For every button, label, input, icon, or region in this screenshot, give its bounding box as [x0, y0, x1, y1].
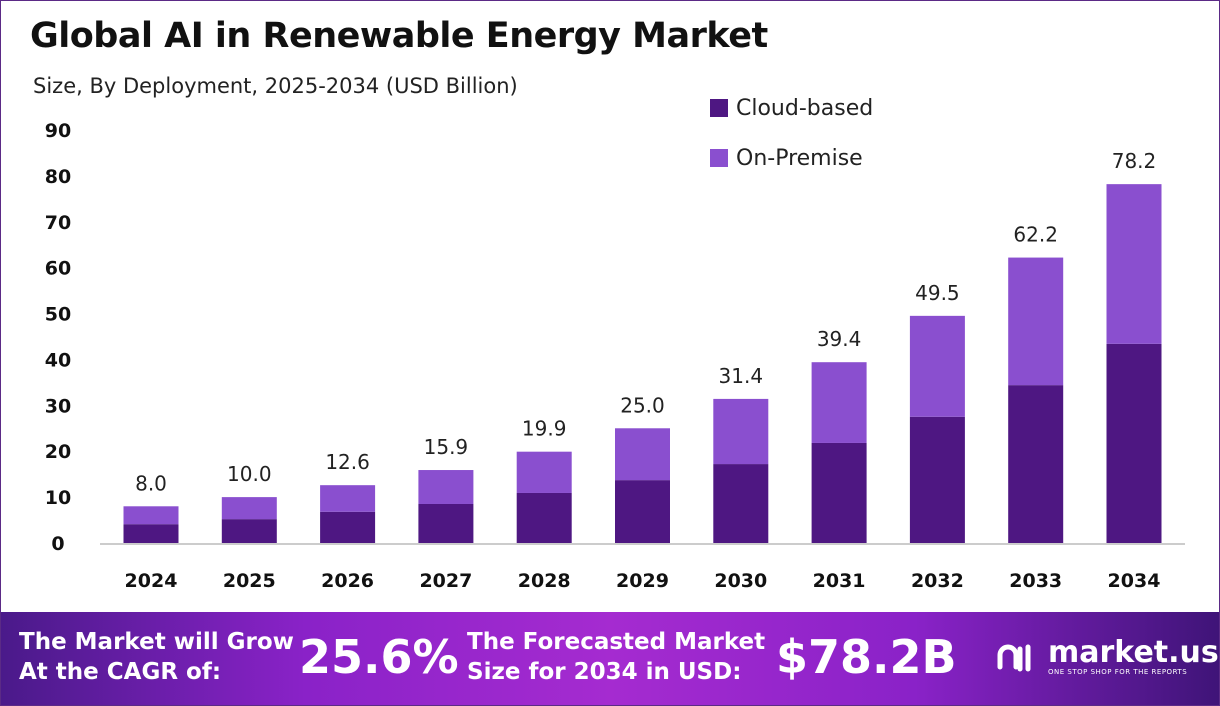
- legend-swatch: [710, 99, 728, 117]
- bar-on-premise: [713, 398, 769, 465]
- bar-total-label: 10.0: [227, 462, 272, 486]
- bar-total-label: 49.5: [915, 281, 960, 305]
- bar-on-premise: [909, 315, 965, 417]
- legend-item-cloud-based: Cloud-based: [710, 95, 873, 121]
- bar-cloud-based: [516, 492, 572, 543]
- x-tick-label: 2030: [714, 570, 767, 592]
- logo-icon: [997, 644, 1031, 672]
- bar-total-label: 62.2: [1013, 223, 1058, 247]
- market-us-logo: market.us ONE STOP SHOP FOR THE REPORTS: [996, 638, 1219, 676]
- x-tick-label: 2032: [911, 570, 964, 592]
- cagr-label-line: At the CAGR of:: [19, 659, 222, 685]
- bar-on-premise: [811, 362, 867, 443]
- y-tick-label: 20: [45, 441, 71, 463]
- cagr-label-line: The Market will Grow: [19, 629, 294, 655]
- bar-total-label: 31.4: [719, 364, 764, 388]
- bar-cloud-based: [615, 480, 670, 543]
- x-tick-label: 2031: [813, 570, 866, 592]
- y-tick-label: 40: [45, 349, 71, 371]
- bar-cloud-based: [713, 464, 769, 543]
- forecast-label-line: Size for 2034 in USD:: [467, 659, 742, 685]
- bar-total-label: 78.2: [1112, 149, 1157, 173]
- x-tick-label: 2025: [223, 570, 276, 592]
- logo-tagline: ONE STOP SHOP FOR THE REPORTS: [1048, 668, 1188, 676]
- bar-total-label: 8.0: [135, 471, 167, 495]
- bar-cloud-based: [1008, 385, 1064, 543]
- bar-cloud-based: [1106, 343, 1162, 543]
- bar-on-premise: [123, 506, 179, 525]
- legend-swatch: [710, 149, 728, 167]
- legend-label: On-Premise: [736, 145, 863, 171]
- legend-label: Cloud-based: [736, 95, 874, 121]
- bar-cloud-based: [320, 511, 376, 543]
- y-tick-label: 10: [45, 487, 71, 509]
- y-tick-label: 30: [45, 395, 71, 417]
- y-tick-label: 60: [45, 258, 71, 280]
- bar-on-premise: [221, 497, 277, 520]
- x-tick-label: 2034: [1108, 570, 1161, 592]
- cagr-label: The Market will Grow At the CAGR of:: [19, 627, 294, 687]
- bar-cloud-based: [811, 442, 867, 543]
- y-tick-label: 50: [45, 304, 71, 326]
- x-tick-label: 2029: [616, 570, 669, 592]
- logo-text: market.us: [1048, 635, 1219, 670]
- bar-total-label: 15.9: [424, 435, 469, 459]
- bar-cloud-based: [909, 416, 965, 543]
- forecast-value: $78.2B: [776, 630, 957, 684]
- footer-banner: The Market will Grow At the CAGR of: 25.…: [1, 612, 1219, 705]
- x-tick-label: 2026: [321, 570, 374, 592]
- x-tick-label: 2024: [125, 570, 178, 592]
- bar-on-premise: [615, 428, 670, 481]
- legend: Cloud-based On-Premise: [710, 95, 873, 195]
- y-tick-label: 90: [45, 120, 71, 142]
- y-tick-label: 0: [51, 533, 64, 555]
- forecast-label: The Forecasted Market Size for 2034 in U…: [467, 627, 765, 687]
- stacked-bar-chart: 01020304050607080908.0202410.0202512.620…: [45, 120, 1185, 592]
- bar-total-label: 39.4: [817, 327, 862, 351]
- bar-total-label: 12.6: [325, 450, 370, 474]
- bar-on-premise: [418, 470, 474, 504]
- x-tick-label: 2028: [518, 570, 571, 592]
- x-tick-label: 2033: [1009, 570, 1062, 592]
- forecast-label-line: The Forecasted Market: [467, 629, 766, 655]
- bar-cloud-based: [123, 524, 179, 543]
- cagr-value: 25.6%: [299, 630, 459, 684]
- chart-subtitle: Size, By Deployment, 2025-2034 (USD Bill…: [33, 74, 518, 98]
- bar-on-premise: [1008, 257, 1064, 386]
- bar-total-label: 19.9: [522, 417, 567, 441]
- bar-on-premise: [1106, 184, 1162, 344]
- bar-on-premise: [516, 451, 572, 493]
- bar-total-label: 25.0: [620, 393, 665, 417]
- legend-item-on-premise: On-Premise: [710, 145, 873, 171]
- y-tick-label: 70: [45, 212, 71, 234]
- x-tick-label: 2027: [419, 570, 472, 592]
- bar-on-premise: [320, 485, 376, 512]
- chart-title: Global AI in Renewable Energy Market: [30, 16, 768, 56]
- bar-cloud-based: [418, 503, 474, 543]
- bar-cloud-based: [221, 519, 277, 543]
- y-tick-label: 80: [45, 166, 71, 188]
